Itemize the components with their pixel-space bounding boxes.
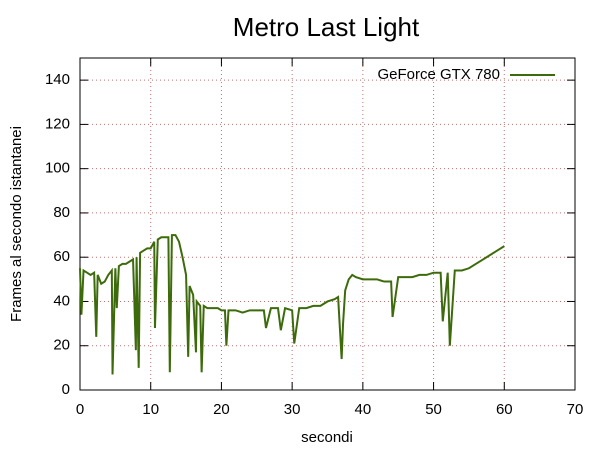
y-tick-label: 60 bbox=[53, 248, 70, 265]
plot-frame bbox=[79, 57, 576, 391]
legend-label: GeForce GTX 780 bbox=[377, 66, 500, 83]
y-tick-label: 0 bbox=[62, 381, 70, 398]
x-tick-label: 0 bbox=[76, 401, 84, 418]
x-tick-label: 70 bbox=[567, 401, 584, 418]
x-tick-label: 10 bbox=[142, 401, 159, 418]
data-line bbox=[79, 234, 505, 375]
x-axis-label: secondi bbox=[301, 429, 353, 446]
x-tick-label: 40 bbox=[355, 401, 372, 418]
y-tick-label: 120 bbox=[45, 115, 70, 132]
y-tick-label: 80 bbox=[53, 204, 70, 221]
chart-title: Metro Last Light bbox=[233, 12, 420, 42]
x-tick-label: 60 bbox=[496, 401, 513, 418]
y-axis-label: Frames al secondo istantanei bbox=[8, 126, 25, 322]
y-tick-label: 40 bbox=[53, 292, 70, 309]
x-tick-label: 20 bbox=[213, 401, 230, 418]
y-tick-label: 100 bbox=[45, 160, 70, 177]
x-tick-label: 30 bbox=[284, 401, 301, 418]
y-tick-label: 140 bbox=[45, 71, 70, 88]
x-tick-label: 50 bbox=[425, 401, 442, 418]
y-tick-label: 20 bbox=[53, 337, 70, 354]
